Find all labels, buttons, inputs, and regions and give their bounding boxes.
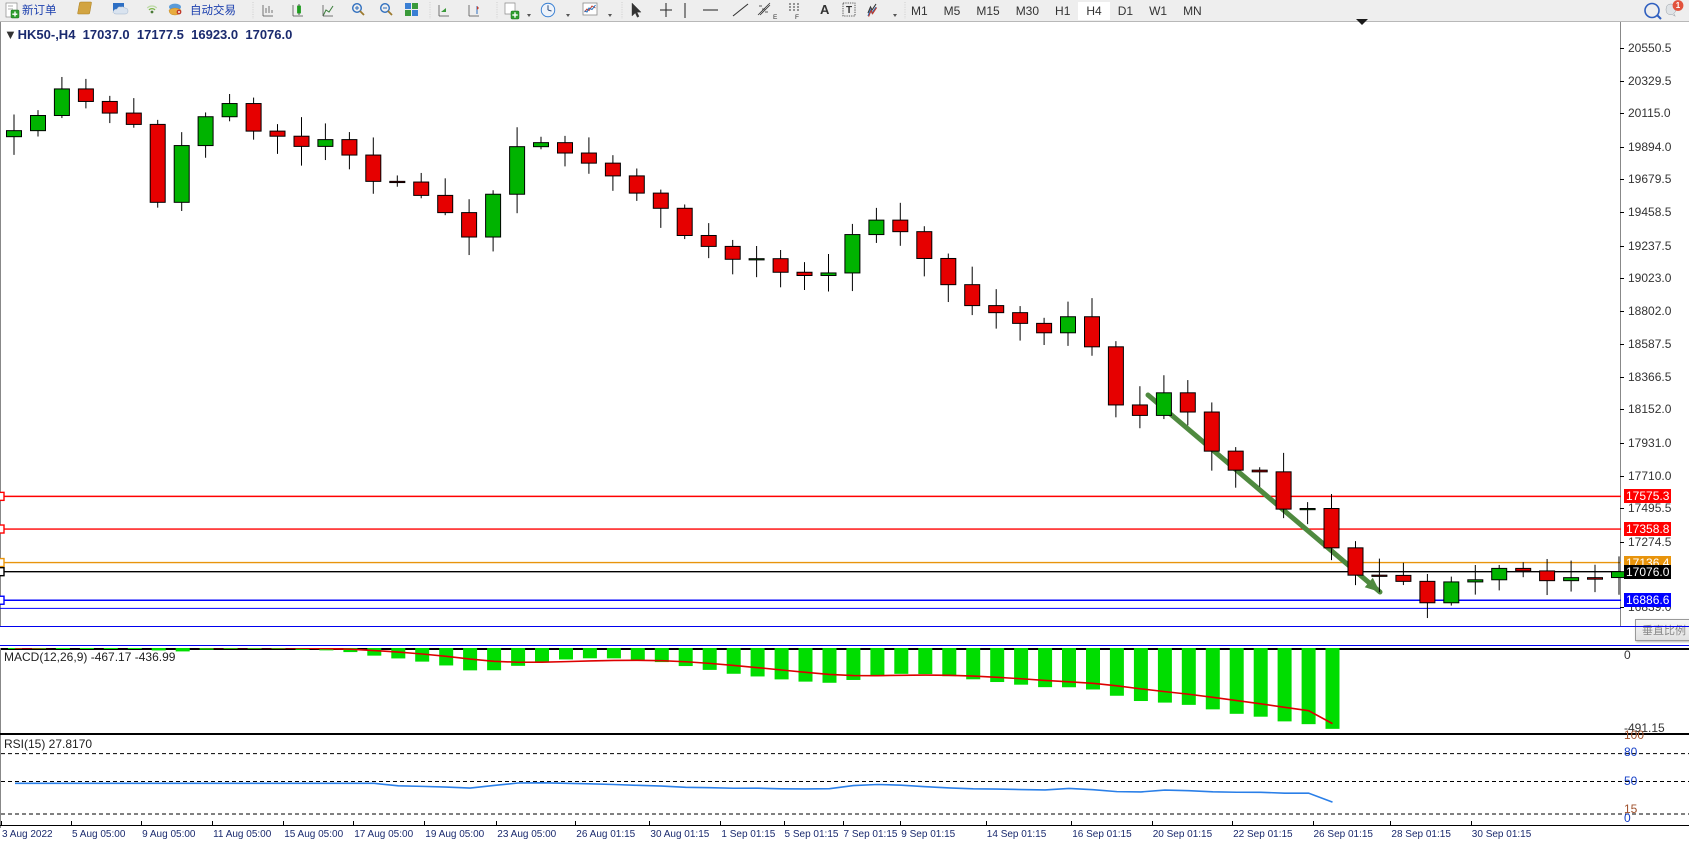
svg-text:1: 1 <box>1676 1 1681 10</box>
